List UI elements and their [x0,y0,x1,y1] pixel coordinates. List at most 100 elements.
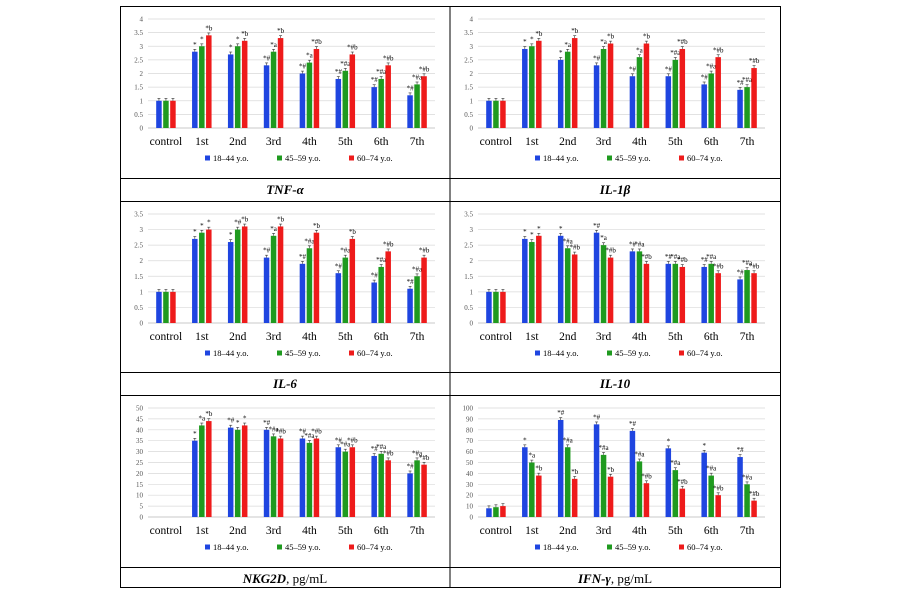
legend-swatch [679,544,684,550]
x-tick-label: 6th [374,525,389,537]
bar [701,84,707,128]
significance-label: *a [270,225,278,233]
significance-label: *#b [419,454,430,462]
bar [643,263,650,323]
bar [313,48,320,128]
significance-label: *a [564,41,572,49]
y-tick-label: 70 [466,437,474,445]
bar [349,447,356,517]
bar [199,425,205,517]
x-tick-label: 2nd [559,136,577,148]
y-tick-label: 4 [470,16,474,24]
y-tick-label: 30 [466,481,474,489]
significance-label: *#a [376,68,387,76]
bar [192,440,198,517]
legend-label: 60–74 y.o. [687,348,723,358]
bar [277,226,284,323]
bar [277,438,284,517]
y-tick-label: 3.5 [464,211,473,219]
significance-label: *#b [347,436,358,444]
significance-label: *b [571,27,579,35]
legend-swatch [205,155,210,161]
bar [529,46,535,128]
caption-name: IFN-γ [577,571,611,586]
x-tick-label: 6th [374,136,389,148]
bar [385,65,391,128]
significance-label: *#b [419,247,430,255]
significance-label: *# [407,278,415,286]
bar [414,276,420,323]
bar [629,76,636,128]
x-tick-label: 3rd [596,525,612,537]
significance-label: *b [277,216,285,224]
bar [571,38,578,129]
bar [199,46,205,128]
significance-label: * [207,219,211,227]
x-tick-label: control [150,136,183,148]
bar [407,288,413,323]
bar [522,48,528,128]
significance-label: *# [299,253,307,261]
bar [378,266,384,323]
significance-label: *b [643,33,651,41]
y-tick-label: 1.5 [134,84,143,92]
bar [493,291,499,323]
significance-label: *#b [383,449,394,457]
bar [493,507,499,517]
bar [421,464,427,517]
caption-unit: , pg/mL [611,571,652,586]
bar [349,54,356,128]
significance-label: * [243,415,247,423]
significance-label: *#a [412,449,423,457]
y-tick-label: 100 [463,405,474,413]
legend-label: 45–59 y.o. [285,153,321,163]
bar [270,235,277,323]
x-tick-label: 5th [668,331,683,343]
bar [306,442,313,517]
legend-label: 18–44 y.o. [543,542,579,552]
significance-label: *# [665,253,673,261]
legend-swatch [607,544,612,550]
significance-label: *#b [275,428,286,436]
significance-label: *#a [304,237,315,245]
y-tick-label: 10 [466,503,474,511]
significance-label: * [523,436,527,444]
legend-label: 60–74 y.o. [357,348,393,358]
significance-label: *# [227,417,235,425]
significance-label: *#a [706,63,717,71]
significance-label: *b [277,27,285,35]
bar [607,476,614,517]
y-tick-label: 2 [140,257,144,265]
significance-label: *a [529,452,537,460]
bar [371,87,377,128]
bar [335,78,342,128]
bar [493,100,499,128]
bar [708,263,714,323]
x-tick-label: 5th [668,136,683,148]
significance-label: *# [629,420,637,428]
y-tick-label: 20 [136,470,144,478]
legend-swatch [679,155,684,161]
x-tick-label: 3rd [266,331,282,343]
significance-label: *# [299,63,307,71]
bar [170,291,176,323]
significance-label: *#a [340,247,351,255]
bar [299,263,306,323]
bar [665,263,672,323]
chart-caption: IL-6 [272,376,297,391]
legend-swatch [535,350,540,356]
bar [571,478,578,517]
bar [421,257,427,323]
y-tick-label: 3 [140,43,144,51]
y-tick-label: 35 [136,437,144,445]
y-tick-label: 15 [136,481,144,489]
significance-label: *#b [749,490,760,498]
significance-label: *#a [340,441,351,449]
bar [600,454,607,517]
bar [665,448,672,517]
x-tick-label: 2nd [559,331,577,343]
x-tick-label: 1st [195,525,209,537]
bar [629,430,636,517]
